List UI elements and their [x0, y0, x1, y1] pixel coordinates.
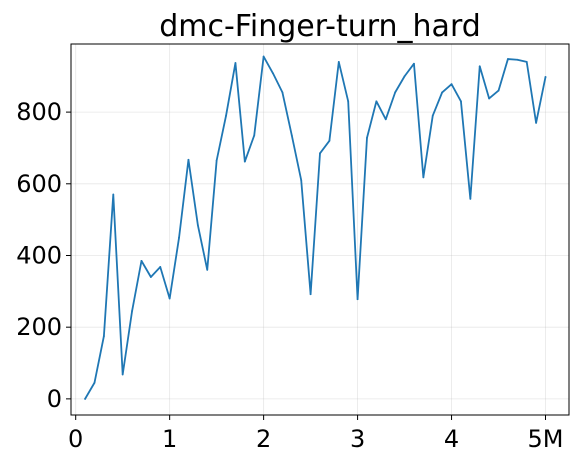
data-point	[290, 134, 293, 137]
data-point	[516, 58, 519, 61]
series-layer	[84, 55, 547, 400]
data-point	[272, 72, 274, 75]
data-point	[140, 259, 143, 262]
x-tick-label: 3	[350, 425, 365, 453]
data-point	[337, 61, 340, 63]
data-point	[544, 76, 547, 78]
data-point	[187, 158, 190, 161]
data-point	[168, 297, 171, 300]
data-point	[403, 75, 406, 78]
data-point	[450, 83, 453, 86]
data-point	[262, 55, 265, 58]
data-point	[300, 179, 303, 182]
data-point	[215, 159, 218, 162]
data-point	[356, 298, 359, 301]
data-point	[441, 91, 444, 94]
data-point	[460, 100, 462, 103]
data-point	[384, 118, 387, 121]
data-point	[149, 276, 152, 278]
plot-area-frame	[70, 43, 570, 416]
data-point	[328, 139, 331, 142]
data-point	[413, 62, 415, 65]
data-point	[159, 266, 162, 268]
data-point	[422, 176, 425, 179]
data-point	[102, 335, 105, 338]
x-tick-label: 4	[444, 425, 459, 453]
data-point	[535, 121, 538, 124]
data-point	[525, 61, 528, 63]
data-point	[112, 193, 115, 196]
y-tick-label: 800	[16, 98, 62, 126]
data-point	[347, 100, 350, 103]
chart-title: dmc-Finger-turn_hard	[159, 9, 481, 44]
grid	[71, 44, 569, 415]
data-point	[394, 91, 397, 94]
data-point	[243, 160, 246, 163]
data-point	[121, 373, 124, 376]
data-point	[488, 97, 491, 100]
data-point	[253, 134, 256, 137]
y-tick-label: 400	[16, 241, 62, 269]
data-point	[281, 91, 284, 94]
x-tick-label: 1	[162, 425, 177, 453]
data-point	[507, 58, 509, 60]
data-point	[366, 137, 368, 139]
data-point	[319, 152, 321, 155]
data-point	[478, 65, 481, 68]
data-point	[93, 381, 96, 384]
x-tick-label: 5M	[528, 425, 564, 453]
data-point	[497, 89, 500, 92]
x-tick-label: 2	[256, 425, 271, 453]
data-point	[225, 114, 227, 117]
x-tick-label: 0	[68, 425, 83, 453]
data-point	[375, 100, 378, 103]
data-point	[309, 293, 312, 296]
axis-ticks: 0 1 2 3 4 5M 0 200 400 600 800	[16, 98, 563, 453]
data-point	[84, 397, 86, 400]
y-tick-label: 0	[47, 385, 62, 413]
data-point	[469, 197, 472, 200]
data-point	[206, 268, 209, 271]
data-point	[178, 236, 180, 239]
data-point	[234, 62, 237, 64]
series-line	[84, 55, 547, 400]
y-tick-label: 200	[16, 313, 62, 341]
y-tick-label: 600	[16, 170, 62, 198]
data-point	[131, 310, 133, 312]
data-point	[431, 114, 434, 117]
data-point	[196, 224, 199, 226]
